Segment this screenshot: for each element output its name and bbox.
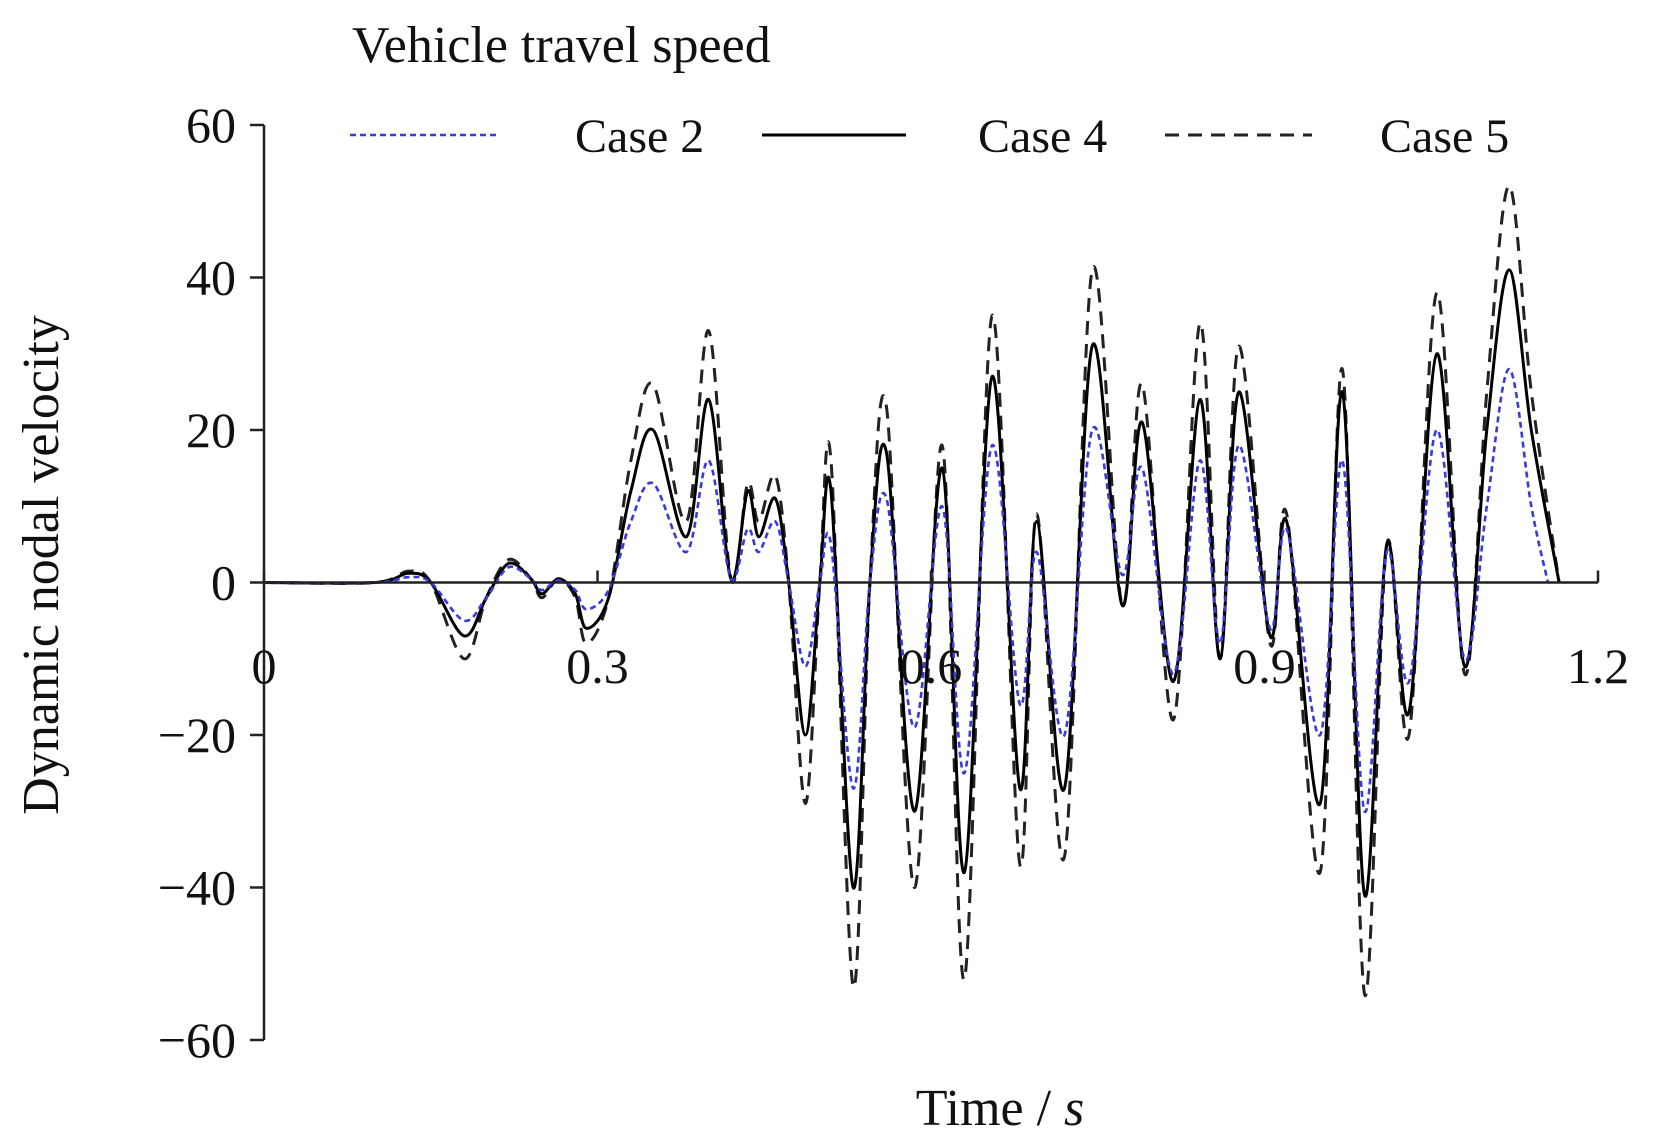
y-tick-label: 20 [186,402,236,458]
y-tick-label: −40 [158,860,236,916]
x-tick-label: 0.6 [900,638,963,694]
y-tick-label: −20 [158,707,236,763]
x-tick-label: 0.9 [1233,638,1296,694]
legend-label: Case 5 [1380,110,1509,163]
series-line-case-4 [263,268,1561,898]
y-axis-ticks: 60 40 20 0 −20 −40 −60 [158,97,264,1068]
y-tick-label: −60 [158,1012,236,1068]
x-axis-label-unit: s [1064,1080,1084,1137]
x-tick-label: 0.3 [566,638,629,694]
plot-lines [263,184,1561,998]
x-axis-label-text: Time / [916,1080,1064,1137]
y-axis-label: Dynamic nodal velocity [13,315,70,815]
x-tick-label: 1.2 [1567,638,1630,694]
series-line-case-2 [263,367,1550,813]
x-tick-label: 0 [252,638,277,694]
y-tick-label: 40 [186,250,236,306]
y-tick-label: 60 [186,97,236,153]
legend-label: Case 2 [575,110,704,163]
x-axis-label: Time / s [916,1080,1085,1137]
series-line-case-5 [263,184,1561,998]
chart-title: Vehicle travel speed [352,17,771,74]
legend: Case 2 Case 4 Case 5 [350,110,1509,163]
legend-label: Case 4 [978,110,1107,163]
y-tick-label: 0 [211,555,236,611]
x-axis-ticks: 0 0.3 0.6 0.9 1.2 [252,570,1630,694]
